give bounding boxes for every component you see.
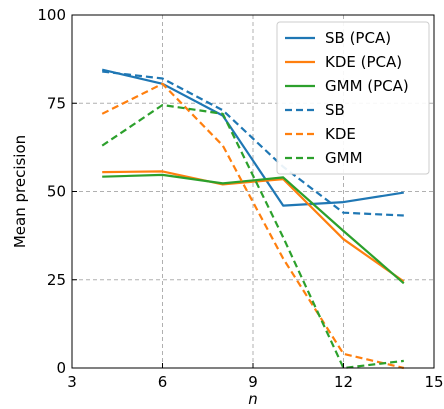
- series-line-gmm: [101, 103, 404, 370]
- series-line-sb-pca: [101, 68, 404, 207]
- y-tick-label: 0: [56, 359, 66, 377]
- legend-label: GMM (PCA): [325, 77, 409, 95]
- series-line-gmm-pca: [102, 173, 405, 285]
- series-line-kde-pca: [102, 170, 405, 283]
- series-line-kde: [101, 82, 405, 370]
- series-lines: [101, 68, 405, 370]
- legend-label: SB: [325, 101, 345, 119]
- y-tick-label: 50: [47, 183, 66, 201]
- series-line-sb: [102, 70, 404, 217]
- y-axis-label: Mean precision: [11, 135, 29, 248]
- y-tick-label: 75: [47, 94, 66, 112]
- legend: SB (PCA) KDE (PCA) GMM (PCA) SB KDE GMM: [276, 21, 430, 175]
- y-tick-label: 100: [37, 6, 66, 24]
- legend-label: KDE (PCA): [325, 53, 402, 71]
- legend-label: GMM: [325, 149, 363, 167]
- legend-label: KDE: [325, 125, 356, 143]
- x-tick-label: 12: [334, 373, 353, 391]
- axis-ticks: 3 6 9 12 15 0 25 50 75 100: [37, 6, 443, 391]
- x-tick-label: 9: [248, 373, 258, 391]
- x-tick-label: 15: [424, 373, 443, 391]
- x-tick-label: 6: [158, 373, 168, 391]
- legend-box: [276, 21, 430, 175]
- y-tick-label: 25: [47, 271, 66, 289]
- legend-label: SB (PCA): [325, 29, 391, 47]
- x-axis-label: n: [248, 390, 258, 408]
- x-tick-label: 3: [67, 373, 77, 391]
